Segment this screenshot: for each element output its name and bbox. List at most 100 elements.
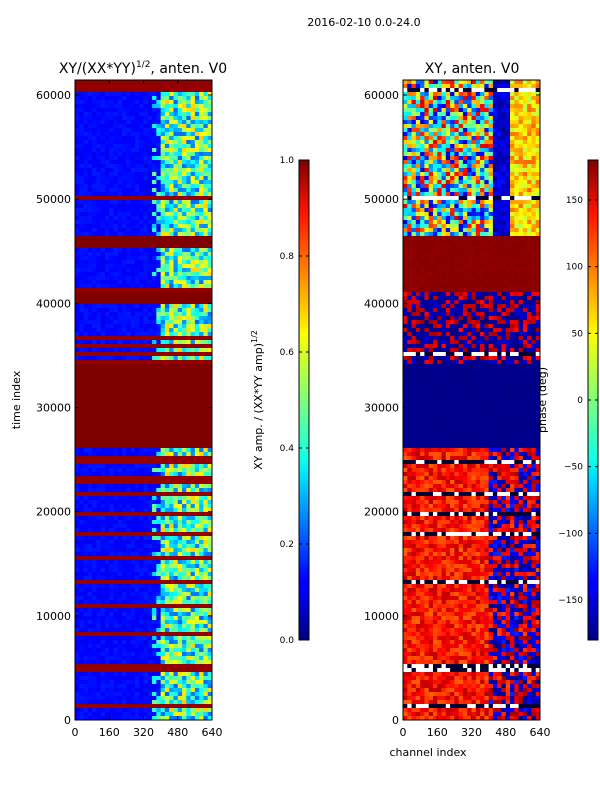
heatmap-cell [173, 308, 179, 313]
heatmap-cell [117, 512, 123, 517]
heatmap-cell [109, 436, 114, 441]
heatmap-cell [134, 536, 140, 541]
heatmap-cell [134, 124, 140, 129]
heatmap-cell [126, 528, 132, 533]
heatmap-cell [83, 316, 89, 321]
heatmap-cell [134, 524, 140, 529]
heatmap-cell [122, 124, 127, 129]
heatmap-cell [109, 308, 114, 313]
heatmap-cell [177, 448, 183, 453]
heatmap-cell [96, 452, 102, 457]
heatmap-cell [134, 96, 140, 101]
heatmap-cell [156, 112, 162, 117]
heatmap-cell [182, 568, 187, 573]
heatmap-cell [87, 248, 93, 253]
heatmap-cell [143, 556, 149, 561]
heatmap-cell [75, 180, 80, 185]
heatmap-cell [117, 480, 123, 485]
heatmap-cell [100, 480, 106, 485]
heatmap-cell [194, 408, 200, 413]
heatmap-cell [139, 168, 144, 173]
heatmap-cell [134, 92, 140, 97]
heatmap-cell [177, 676, 183, 681]
heatmap-cell [96, 80, 102, 85]
heatmap-cell [139, 220, 144, 225]
heatmap-cell [87, 228, 93, 233]
heatmap-cell [109, 420, 114, 425]
heatmap-cell [207, 300, 213, 305]
heatmap-cell [207, 180, 213, 185]
heatmap-cell [75, 472, 80, 477]
heatmap-cell [182, 280, 187, 285]
heatmap-cell [96, 612, 102, 617]
heatmap-cell [199, 588, 204, 593]
heatmap-cell [75, 276, 80, 281]
heatmap-cell [173, 668, 179, 673]
heatmap-cell [126, 548, 132, 553]
heatmap-cell [199, 412, 204, 417]
heatmap-cell [203, 556, 209, 561]
heatmap-cell [156, 176, 162, 181]
heatmap-cell [130, 276, 136, 281]
heatmap-cell [113, 476, 119, 481]
heatmap-cell [79, 228, 84, 233]
heatmap-cell [203, 432, 209, 437]
heatmap-cell [100, 400, 106, 405]
heatmap-cell [160, 652, 166, 657]
heatmap-cell [156, 136, 162, 141]
heatmap-cell [96, 492, 102, 497]
heatmap-cell [134, 520, 140, 525]
heatmap-cell [92, 524, 97, 529]
heatmap-cell [92, 428, 97, 433]
heatmap-cell [194, 164, 200, 169]
heatmap-cell [169, 280, 174, 285]
heatmap-cell [190, 208, 196, 213]
heatmap-cell [147, 536, 153, 541]
heatmap-cell [134, 324, 140, 329]
heatmap-cell [100, 100, 106, 105]
heatmap-cell [173, 372, 179, 377]
heatmap-cell [87, 104, 93, 109]
heatmap-cell [87, 180, 93, 185]
heatmap-cell [173, 452, 179, 457]
heatmap-cell [122, 556, 127, 561]
heatmap-cell [134, 476, 140, 481]
heatmap-cell [100, 216, 106, 221]
heatmap-cell [75, 252, 80, 257]
heatmap-cell [173, 620, 179, 625]
heatmap-cell [130, 536, 136, 541]
heatmap-cell [139, 348, 144, 353]
heatmap-cell [177, 412, 183, 417]
heatmap-cell [160, 620, 166, 625]
heatmap-cell [92, 416, 97, 421]
heatmap-cell [194, 132, 200, 137]
heatmap-cell [79, 456, 84, 461]
heatmap-cell [207, 344, 213, 349]
heatmap-cell [122, 460, 127, 465]
heatmap-cell [199, 552, 204, 557]
heatmap-cell [173, 116, 179, 121]
heatmap-cell [104, 264, 110, 269]
heatmap-cell [203, 484, 209, 489]
heatmap-cell [143, 188, 149, 193]
heatmap-cell [134, 192, 140, 197]
heatmap-cell [104, 596, 110, 601]
heatmap-cell [122, 360, 127, 365]
heatmap-cell [126, 356, 132, 361]
heatmap-cell [147, 140, 153, 145]
heatmap-cell [156, 92, 162, 97]
heatmap-cell [190, 384, 196, 389]
heatmap-cell [113, 144, 119, 149]
heatmap-cell [139, 612, 144, 617]
heatmap-cell [156, 188, 162, 193]
heatmap-cell [186, 112, 191, 117]
heatmap-cell [199, 284, 204, 289]
heatmap-cell [134, 292, 140, 297]
heatmap-cell [104, 580, 110, 585]
heatmap-cell [194, 636, 200, 641]
heatmap-cell [152, 700, 157, 705]
heatmap-cell [143, 84, 149, 89]
heatmap-cell [186, 700, 191, 705]
heatmap-cell [109, 328, 114, 333]
heatmap-cell [203, 592, 209, 597]
